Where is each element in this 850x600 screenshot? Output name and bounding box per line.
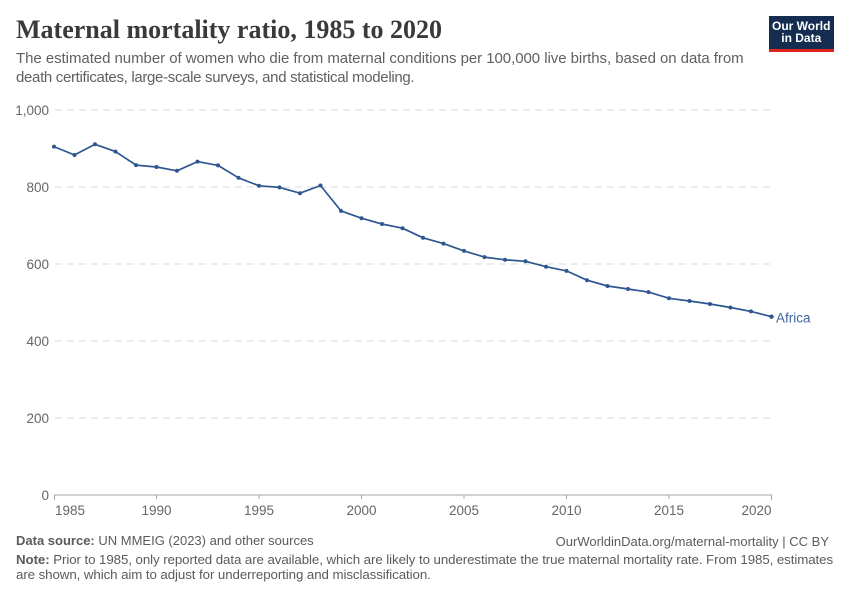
- svg-text:Africa: Africa: [776, 311, 811, 326]
- svg-text:2005: 2005: [449, 503, 479, 518]
- svg-text:600: 600: [26, 257, 49, 272]
- svg-text:200: 200: [26, 411, 49, 426]
- svg-text:2010: 2010: [551, 503, 581, 518]
- svg-text:800: 800: [26, 180, 49, 195]
- svg-text:1990: 1990: [141, 503, 171, 518]
- svg-text:400: 400: [26, 334, 49, 349]
- svg-text:0: 0: [41, 488, 49, 503]
- svg-text:1,000: 1,000: [15, 103, 49, 118]
- svg-text:1985: 1985: [55, 503, 85, 518]
- svg-text:2015: 2015: [654, 503, 684, 518]
- svg-text:1995: 1995: [244, 503, 274, 518]
- svg-text:2000: 2000: [346, 503, 376, 518]
- svg-text:2020: 2020: [741, 503, 771, 518]
